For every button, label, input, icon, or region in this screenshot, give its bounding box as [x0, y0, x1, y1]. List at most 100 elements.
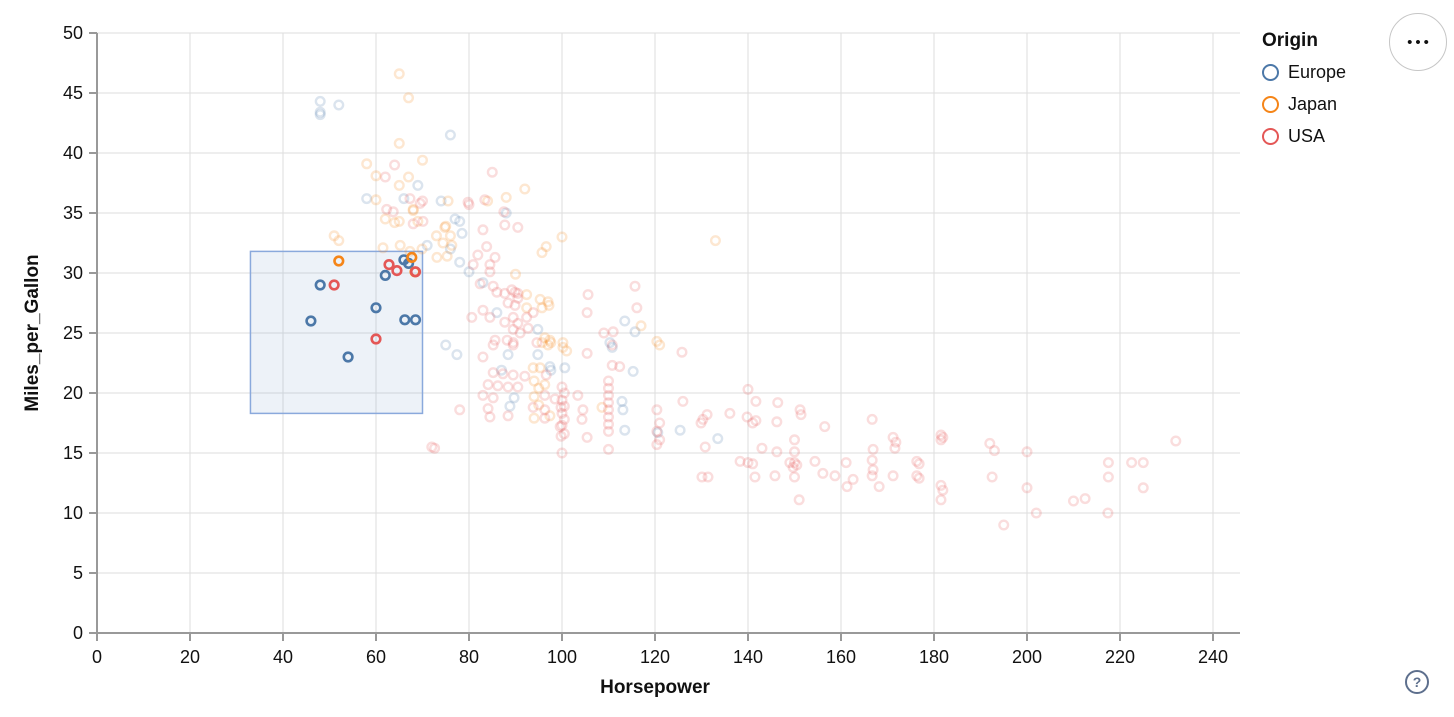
point-europe [333, 99, 345, 111]
point-japan [446, 239, 458, 251]
point-europe [435, 195, 447, 207]
point-europe [454, 215, 466, 227]
point-usa [509, 299, 521, 311]
point-usa [512, 287, 524, 299]
point-europe [496, 364, 508, 376]
point-usa [426, 441, 438, 453]
point-japan [536, 247, 548, 259]
point-japan [556, 231, 568, 243]
point-usa [651, 439, 663, 451]
point-europe [444, 129, 456, 141]
point-usa [554, 421, 566, 433]
point-europe [451, 349, 463, 361]
point-usa [889, 442, 901, 454]
point-japan [543, 299, 555, 311]
point-japan [540, 241, 552, 253]
point-usa [817, 467, 829, 479]
y-tick-label: 30 [63, 263, 83, 283]
point-usa [606, 339, 618, 351]
point-europe [440, 339, 452, 351]
point-usa [454, 404, 466, 416]
point-usa [484, 411, 496, 423]
point-japan [528, 375, 540, 387]
point-usa [577, 404, 589, 416]
point-usa [631, 302, 643, 314]
point-usa [598, 327, 610, 339]
point-usa [697, 413, 709, 425]
x-tick-label: 240 [1198, 647, 1228, 667]
point-japan [533, 399, 545, 411]
point-usa [482, 379, 494, 391]
point-japan [430, 230, 442, 242]
point-japan [370, 194, 382, 206]
point-usa [603, 389, 615, 401]
x-tick-label: 160 [826, 647, 856, 667]
point-japan [528, 391, 540, 403]
point-europe [508, 392, 520, 404]
point-japan [444, 230, 456, 242]
point-usa [741, 411, 753, 423]
point-usa [654, 417, 666, 429]
point-usa [481, 241, 493, 253]
point-usa [867, 464, 879, 476]
point-usa [506, 284, 518, 296]
point-japan [536, 337, 548, 349]
x-tick-label: 120 [640, 647, 670, 667]
point-usa [499, 219, 511, 231]
point-japan [403, 171, 415, 183]
point-usa [512, 292, 524, 304]
point-usa [1170, 435, 1182, 447]
help-button[interactable]: ? [1405, 670, 1429, 694]
options-menu-button[interactable]: ••• [1389, 13, 1447, 71]
point-usa [840, 457, 852, 469]
legend-symbol-japan-icon [1262, 96, 1279, 113]
point-usa [913, 458, 925, 470]
point-usa [474, 278, 486, 290]
point-japan [596, 401, 608, 413]
legend-symbol-europe-icon [1262, 64, 1279, 81]
point-usa [558, 387, 570, 399]
point-usa [1079, 493, 1091, 505]
point-usa [417, 195, 429, 207]
y-tick-label: 10 [63, 503, 83, 523]
brush-selection[interactable] [249, 250, 424, 415]
point-usa [512, 381, 524, 393]
point-usa [937, 431, 949, 443]
point-europe [604, 337, 616, 349]
point-usa [576, 413, 588, 425]
point-usa [1102, 507, 1114, 519]
legend-entry-europe: Europe [1262, 62, 1392, 83]
legend-entry-usa: USA [1262, 126, 1392, 147]
point-japan [533, 382, 545, 394]
point-usa [507, 369, 519, 381]
point-usa [756, 442, 768, 454]
point-usa [603, 443, 615, 455]
point-usa [772, 397, 784, 409]
y-tick-label: 25 [63, 323, 83, 343]
selected-point-usa [409, 266, 422, 278]
point-usa [913, 472, 925, 484]
point-usa [699, 441, 711, 453]
legend-label-europe: Europe [1288, 62, 1347, 82]
point-europe [421, 239, 433, 251]
point-europe [500, 207, 512, 219]
point-usa [417, 215, 429, 227]
point-usa [491, 286, 503, 298]
point-usa [651, 425, 663, 437]
point-usa [477, 351, 489, 363]
point-europe [412, 179, 424, 191]
point-usa [549, 393, 561, 405]
point-usa [502, 381, 514, 393]
point-usa [988, 445, 1000, 457]
selected-point-europe [370, 302, 382, 314]
point-usa [696, 471, 708, 483]
x-tick-label: 80 [459, 647, 479, 667]
point-japan [439, 221, 451, 233]
point-japan [482, 195, 494, 207]
point-usa [1102, 457, 1114, 469]
point-europe [712, 433, 724, 445]
point-usa [937, 484, 949, 496]
point-japan [651, 335, 663, 347]
